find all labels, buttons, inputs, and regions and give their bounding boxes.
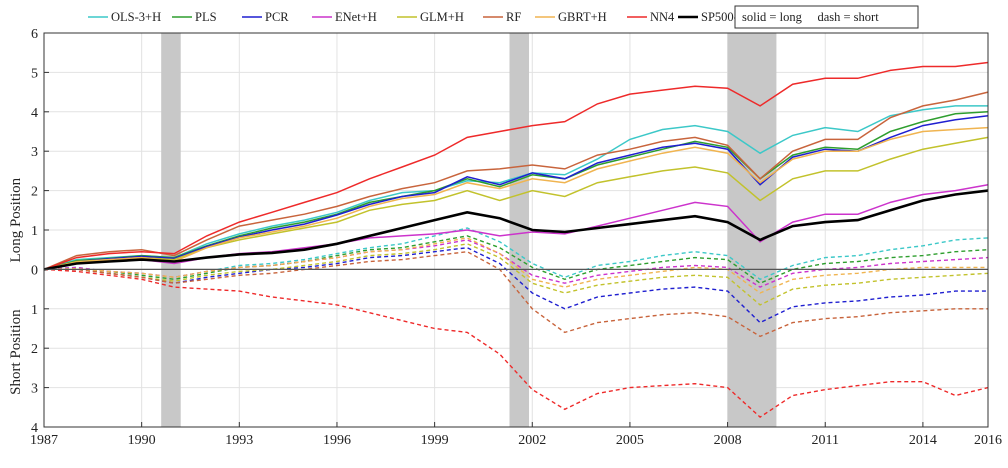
legend-label: OLS-3+H (111, 10, 161, 24)
recession-band (509, 33, 530, 427)
x-tick-label: 2005 (616, 433, 644, 448)
series-long-line (43, 126, 989, 271)
line-style-note-box: solid = long dash = short (734, 5, 919, 29)
x-tick-label: 1993 (225, 433, 253, 448)
y-tick-label: 2 (31, 185, 38, 200)
legend-label: NN4 (650, 10, 675, 24)
y-tick-label: 4 (31, 106, 38, 121)
x-tick-label: 1987 (30, 433, 58, 448)
y-tick-label: 1 (31, 224, 38, 239)
series-lines (43, 61, 989, 418)
y-tick-label: 3 (31, 382, 38, 397)
legend-label: PCR (265, 10, 289, 24)
x-tick-label: 1990 (128, 433, 156, 448)
y-tick-label: 6 (31, 27, 38, 42)
y-tick-label: 2 (31, 342, 38, 357)
y-tick-label: 5 (31, 66, 38, 81)
series-short-line (43, 235, 989, 284)
x-tick-label: 1996 (323, 433, 351, 448)
legend-label: GLM+H (420, 10, 464, 24)
x-tick-label: 2008 (714, 433, 742, 448)
series-short-line (43, 227, 989, 281)
series-short-line (43, 237, 988, 294)
x-tick-label: 2002 (518, 433, 546, 448)
legend-label: PLS (195, 10, 217, 24)
y-tick-label: 4 (31, 421, 38, 436)
series-long-line (43, 105, 988, 271)
x-tick-label: 2011 (811, 433, 838, 448)
axis-ticks: 1987 1990 1993 1996 1999 2002 2005 2008 2011 2014… (30, 27, 1002, 448)
x-tick-label: 2016 (974, 433, 1002, 448)
y-axis-label-short: Short Position (8, 309, 24, 395)
recession-shading (161, 33, 777, 427)
series-short-line (43, 268, 989, 418)
x-tick-label: 2014 (909, 433, 937, 448)
legend: OLS-3+H PLS PCR ENet+H GLM+H RF GBRT+H NN4 SP500… (88, 10, 749, 26)
y-axis-label-long: Long Position (8, 177, 24, 262)
x-tick-label: 1999 (421, 433, 449, 448)
line-style-note: solid = long dash = short (742, 10, 879, 24)
series-long-line (43, 61, 989, 271)
y-tick-label: 0 (31, 263, 38, 278)
legend-label: ENet+H (335, 10, 377, 24)
recession-band (161, 33, 181, 427)
legend-label: RF (506, 10, 521, 24)
note-frame (734, 5, 919, 29)
recession-band (727, 33, 777, 427)
series-long-line (43, 114, 989, 271)
y-tick-label: 3 (31, 145, 38, 160)
series-long-line (43, 189, 989, 271)
series-short-line (44, 246, 988, 324)
y-tick-label: 1 (31, 303, 38, 318)
series-long-line (43, 91, 989, 271)
legend-label: GBRT+H (558, 10, 607, 24)
